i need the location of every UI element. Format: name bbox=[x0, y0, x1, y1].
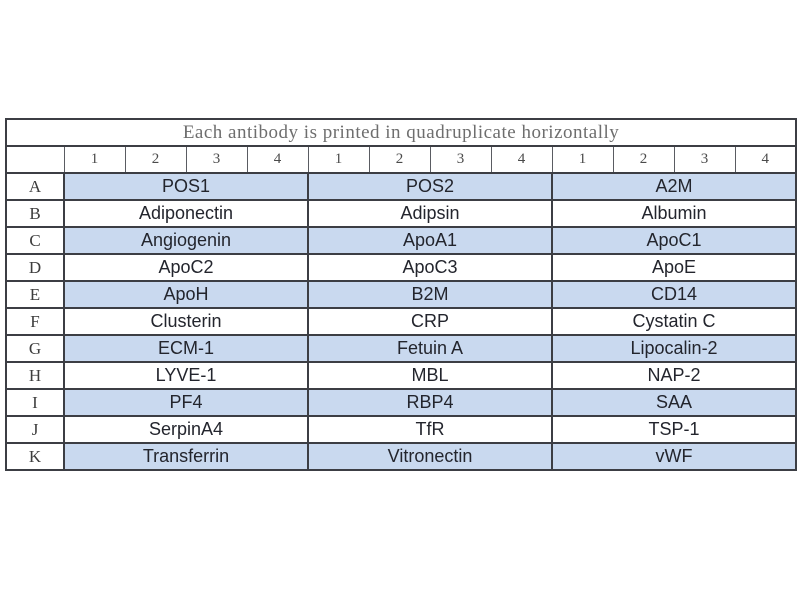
antibody-cell: Fetuin A bbox=[307, 334, 553, 363]
antibody-cell: POS1 bbox=[63, 172, 309, 201]
row-label: I bbox=[5, 388, 65, 417]
antibody-cell: CD14 bbox=[550, 280, 798, 309]
antibody-cell: Adiponectin bbox=[63, 199, 309, 228]
antibody-cell: RBP4 bbox=[307, 388, 553, 417]
antibody-cell: Transferrin bbox=[63, 442, 309, 471]
column-number: 4 bbox=[490, 145, 553, 174]
row-label: B bbox=[5, 199, 65, 228]
column-number: 3 bbox=[185, 145, 248, 174]
antibody-cell: B2M bbox=[307, 280, 553, 309]
column-number: 4 bbox=[734, 145, 798, 174]
antibody-cell: LYVE-1 bbox=[63, 361, 309, 390]
row-label: F bbox=[5, 307, 65, 336]
row-label: H bbox=[5, 361, 65, 390]
row-label: D bbox=[5, 253, 65, 282]
antibody-cell: ApoA1 bbox=[307, 226, 553, 255]
column-number: 2 bbox=[612, 145, 675, 174]
table-row: A POS1 POS2 A2M bbox=[5, 172, 798, 201]
row-label: K bbox=[5, 442, 65, 471]
antibody-cell: TSP-1 bbox=[550, 415, 798, 444]
antibody-cell: ApoC2 bbox=[63, 253, 309, 282]
antibody-cell: Vitronectin bbox=[307, 442, 553, 471]
table-row: C Angiogenin ApoA1 ApoC1 bbox=[5, 226, 798, 255]
antibody-cell: vWF bbox=[550, 442, 798, 471]
column-number: 3 bbox=[673, 145, 736, 174]
table-row: I PF4 RBP4 SAA bbox=[5, 388, 798, 417]
table-row: F Clusterin CRP Cystatin C bbox=[5, 307, 798, 336]
column-number: 1 bbox=[63, 145, 126, 174]
antibody-cell: ApoC3 bbox=[307, 253, 553, 282]
antibody-cell: MBL bbox=[307, 361, 553, 390]
row-label: J bbox=[5, 415, 65, 444]
table-row: D ApoC2 ApoC3 ApoE bbox=[5, 253, 798, 282]
antibody-cell: SAA bbox=[550, 388, 798, 417]
antibody-cell: Lipocalin-2 bbox=[550, 334, 798, 363]
antibody-cell: ApoE bbox=[550, 253, 798, 282]
title-row: Each antibody is printed in quadruplicat… bbox=[4, 118, 798, 147]
antibody-cell: Angiogenin bbox=[63, 226, 309, 255]
row-label: G bbox=[5, 334, 65, 363]
antibody-cell: ApoC1 bbox=[550, 226, 798, 255]
antibody-cell: NAP-2 bbox=[550, 361, 798, 390]
antibody-cell: TfR bbox=[307, 415, 553, 444]
row-label: C bbox=[5, 226, 65, 255]
column-number: 1 bbox=[551, 145, 614, 174]
column-number: 2 bbox=[124, 145, 187, 174]
antibody-cell: Clusterin bbox=[63, 307, 309, 336]
row-label: A bbox=[5, 172, 65, 201]
antibody-cell: CRP bbox=[307, 307, 553, 336]
antibody-cell: A2M bbox=[550, 172, 798, 201]
antibody-cell: Adipsin bbox=[307, 199, 553, 228]
antibody-cell: PF4 bbox=[63, 388, 309, 417]
table-row: B Adiponectin Adipsin Albumin bbox=[5, 199, 798, 228]
row-label: E bbox=[5, 280, 65, 309]
column-number-row: 1 2 3 4 1 2 3 4 1 2 3 4 bbox=[5, 145, 798, 174]
table-row: J SerpinA4 TfR TSP-1 bbox=[5, 415, 798, 444]
corner-cell bbox=[5, 145, 65, 174]
table-row: G ECM-1 Fetuin A Lipocalin-2 bbox=[5, 334, 798, 363]
column-number: 4 bbox=[246, 145, 309, 174]
table-row: H LYVE-1 MBL NAP-2 bbox=[5, 361, 798, 390]
table-row: K Transferrin Vitronectin vWF bbox=[5, 442, 798, 471]
antibody-cell: POS2 bbox=[307, 172, 553, 201]
column-number: 2 bbox=[368, 145, 431, 174]
column-number: 1 bbox=[307, 145, 370, 174]
antibody-cell: SerpinA4 bbox=[63, 415, 309, 444]
antibody-cell: Albumin bbox=[550, 199, 798, 228]
antibody-cell: ApoH bbox=[63, 280, 309, 309]
table-row: E ApoH B2M CD14 bbox=[5, 280, 798, 309]
antibody-array-table: Each antibody is printed in quadruplicat… bbox=[4, 118, 798, 471]
antibody-cell: ECM-1 bbox=[63, 334, 309, 363]
column-number: 3 bbox=[429, 145, 492, 174]
antibody-cell: Cystatin C bbox=[550, 307, 798, 336]
table-title: Each antibody is printed in quadruplicat… bbox=[4, 118, 798, 147]
